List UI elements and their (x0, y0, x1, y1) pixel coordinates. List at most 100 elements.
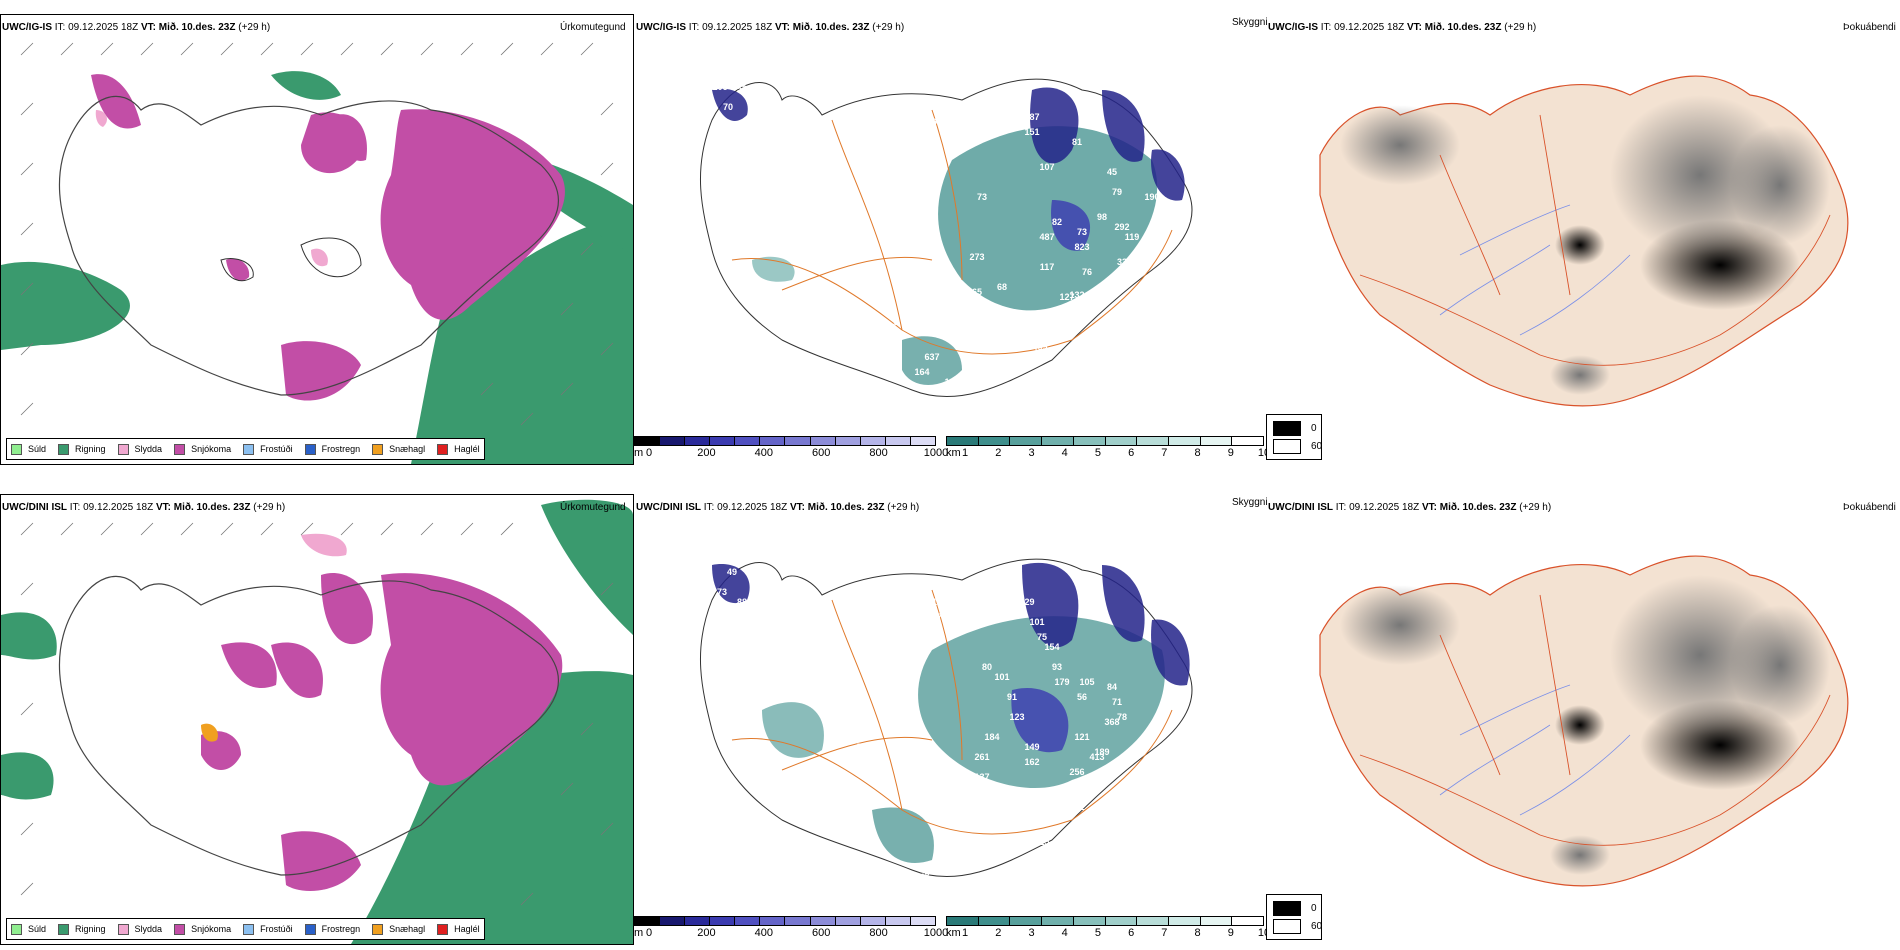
swatch-snaehagl (372, 443, 384, 455)
ceiling-value-label: 151 (1024, 127, 1039, 137)
rain-area (541, 499, 633, 635)
legend-label: Rigning (75, 444, 106, 454)
valid-label: VT: (155, 502, 171, 513)
ceiling-map-row-1: 91 106 53 70 107 80 56 48 47 49 52 73 71 56 202 287 151 1… (632, 30, 1272, 470)
glacier-outline (300, 237, 362, 278)
valid-time: Mið. 10.des. 23Z (807, 502, 885, 513)
legend-label: Rigning (75, 924, 106, 934)
ceiling-value-label: 123 (1009, 712, 1024, 722)
sleet-area (95, 110, 107, 127)
ceiling-value-label: 59 (892, 602, 902, 612)
colorbar-segment (1073, 437, 1106, 445)
colorbar-segment (685, 917, 711, 925)
lowcloud-map-svg (1319, 75, 1849, 407)
valid-label: VT: (774, 22, 790, 33)
init-time: IT: 09.12.2025 18Z (69, 502, 154, 513)
panel-title: UWC/IG-IS IT: 09.12.2025 18Z VT: Mið. 10… (2, 22, 270, 34)
ceiling-unit: m (634, 927, 644, 939)
ceiling-value-label: 66 (897, 587, 907, 597)
fog-area (1730, 125, 1830, 245)
ptype-legend: Súld Rigning Slydda Snjókoma Frostúði Fr… (6, 918, 485, 940)
init-time: IT: 09.12.2025 18Z (54, 22, 139, 33)
model-name: UWC/IG-IS (2, 22, 52, 33)
legend-item-snjokoma: Snjókoma (174, 923, 231, 935)
lead-time: (+29 h) (887, 502, 920, 513)
ceiling-value-label: 60 (917, 642, 927, 652)
ceiling-value-label: 261 (974, 752, 989, 762)
lowcloud-legend-label: 0 (1311, 423, 1317, 434)
lowcloud-legend-row: 60 (1273, 439, 1322, 454)
init-time: IT: 09.12.2025 18Z (688, 22, 773, 33)
lowcloud-swatch-light (1273, 919, 1301, 934)
legend-label: Haglél (454, 924, 480, 934)
swatch-rigning (58, 443, 70, 455)
lead-time: (+29 h) (1504, 22, 1537, 33)
model-name: UWC/DINI ISL (2, 502, 67, 513)
vis-colorbar: km 1 2 3 4 5 6 7 8 9 10 (946, 436, 1270, 460)
colorbar-segment (1168, 437, 1201, 445)
colorbar-tick-label: 600 (812, 447, 831, 459)
colorbar-tick-label: 2 (995, 927, 1002, 939)
lowcloud-legend-row: 0 (1273, 421, 1317, 436)
roads (1359, 594, 1831, 846)
lowcloud-legend-row: 60 (1273, 919, 1322, 934)
lowcloud-swatch-dark (1273, 421, 1301, 436)
legend-item-haglel: Haglél (437, 443, 480, 455)
low-ceiling-area (1151, 619, 1190, 686)
ceiling-value-label: 256 (1069, 767, 1084, 777)
colorbar-segment (785, 437, 811, 445)
panel-title-ceiling: UWC/IG-IS IT: 09.12.2025 18Z VT: Mið. 10… (636, 22, 904, 34)
lowcloud-swatch-dark (1273, 901, 1301, 916)
lead-time: (+29 h) (253, 502, 286, 513)
ceiling-value-label: 230 (1069, 312, 1084, 322)
swatch-frostregn (304, 923, 316, 935)
ptype-legend: Súld Rigning Slydda Snjókoma Frostúði Fr… (6, 438, 485, 460)
ceiling-value-label: 71 (952, 142, 962, 152)
ceiling-value-label: 83 (777, 602, 787, 612)
colorbar-tick-label: 9 (1227, 927, 1234, 939)
glacier-outline (220, 258, 254, 282)
colorbar-segment (1200, 917, 1233, 925)
rain-area (1, 612, 57, 660)
rain-area (1, 261, 130, 350)
fog-area (1730, 605, 1830, 725)
legend-item-snaehagl: Snæhagl (372, 443, 425, 455)
rain-area (1, 752, 54, 800)
ceiling-value-label: 56 (892, 117, 902, 127)
swatch-snjokoma (174, 443, 186, 455)
colorbar-segment (1010, 917, 1043, 925)
ceiling-value-label: 409 (1032, 342, 1047, 352)
legend-item-haglel: Haglél (437, 923, 480, 935)
legend-item-snaehagl: Snæhagl (372, 923, 425, 935)
colorbar-segment (1073, 917, 1106, 925)
colorbar-segment (1137, 917, 1169, 925)
colorbar-segment (660, 437, 686, 445)
colorbar-segment (660, 917, 686, 925)
ceiling-value-label: 138 (874, 762, 889, 772)
ptype-map-svg (1, 495, 633, 944)
lead-time: (+29 h) (1519, 502, 1552, 513)
iceland-outline (58, 95, 559, 396)
colorbar-tick-label: 7 (1161, 927, 1168, 939)
colorbar-tick-label: 5 (1094, 927, 1101, 939)
legend-item-suld: Súld (11, 923, 46, 935)
low-ceiling-area (1030, 87, 1079, 164)
ptype-map-row-2: Súld Rigning Slydda Snjókoma Frostúði Fr… (0, 494, 634, 945)
low-ceiling-area (712, 88, 748, 121)
ceiling-value-label: 51 (927, 597, 937, 607)
fog-area (1555, 225, 1605, 265)
valid-time: Mið. 10.des. 23Z (173, 502, 251, 513)
swatch-slydda (117, 443, 129, 455)
colorbar-segment (785, 917, 811, 925)
ceiling-value-label: 80 (892, 97, 902, 107)
ceiling-value-label: 79 (1035, 322, 1045, 332)
valid-time: Mið. 10.des. 23Z (792, 22, 870, 33)
swatch-frostregn (304, 443, 316, 455)
fog-area (1550, 355, 1610, 395)
valid-label: VT: (1406, 22, 1422, 33)
colorbar-tick-label: 7 (1161, 447, 1168, 459)
vis-colorbar-strip (946, 916, 1264, 926)
vis-unit: km (946, 927, 961, 939)
ceiling-value-label: 823 (1074, 242, 1089, 252)
ceiling-colorbar-strip (634, 436, 936, 446)
